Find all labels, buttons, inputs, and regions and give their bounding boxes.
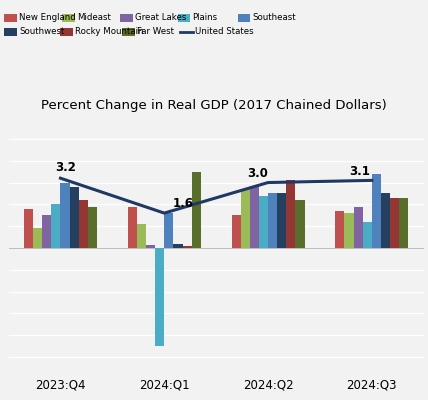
Bar [173,244,182,248]
Text: 3.0: 3.0 [247,167,268,180]
Text: Rocky Mountain: Rocky Mountain [75,28,143,36]
Bar [146,245,155,248]
Bar [399,198,408,248]
Text: 3.1: 3.1 [349,165,370,178]
Text: Southeast: Southeast [253,14,296,22]
Text: Far West: Far West [137,28,174,36]
Bar [182,246,192,248]
Bar [164,213,173,248]
Text: Percent Change in Real GDP (2017 Chained Dollars): Percent Change in Real GDP (2017 Chained… [41,99,387,112]
Text: New England: New England [19,14,76,22]
Bar [70,187,79,248]
Text: United States: United States [195,28,253,36]
Bar [335,211,345,248]
Bar [363,222,372,248]
Text: Mideast: Mideast [77,14,111,22]
Bar [241,189,250,248]
Bar [277,194,286,248]
Bar [60,182,70,248]
Bar [390,198,399,248]
Bar [372,174,381,248]
Bar [42,215,51,248]
Bar [137,224,146,248]
Bar [24,209,33,248]
Text: Plains: Plains [193,14,218,22]
Bar [88,206,97,248]
Bar [381,194,390,248]
Bar [354,206,363,248]
Bar [295,200,305,248]
Bar [345,213,354,248]
Bar [51,204,60,248]
Text: Southwest: Southwest [19,28,65,36]
Bar [250,187,259,248]
Bar [232,215,241,248]
Text: 1.6: 1.6 [172,198,193,210]
Text: 3.2: 3.2 [55,161,76,174]
Bar [155,248,164,346]
Bar [259,196,268,248]
Bar [192,172,201,248]
Text: Great Lakes: Great Lakes [135,14,186,22]
Bar [128,206,137,248]
Bar [268,194,277,248]
Bar [79,200,88,248]
Bar [33,228,42,248]
Bar [286,180,295,248]
